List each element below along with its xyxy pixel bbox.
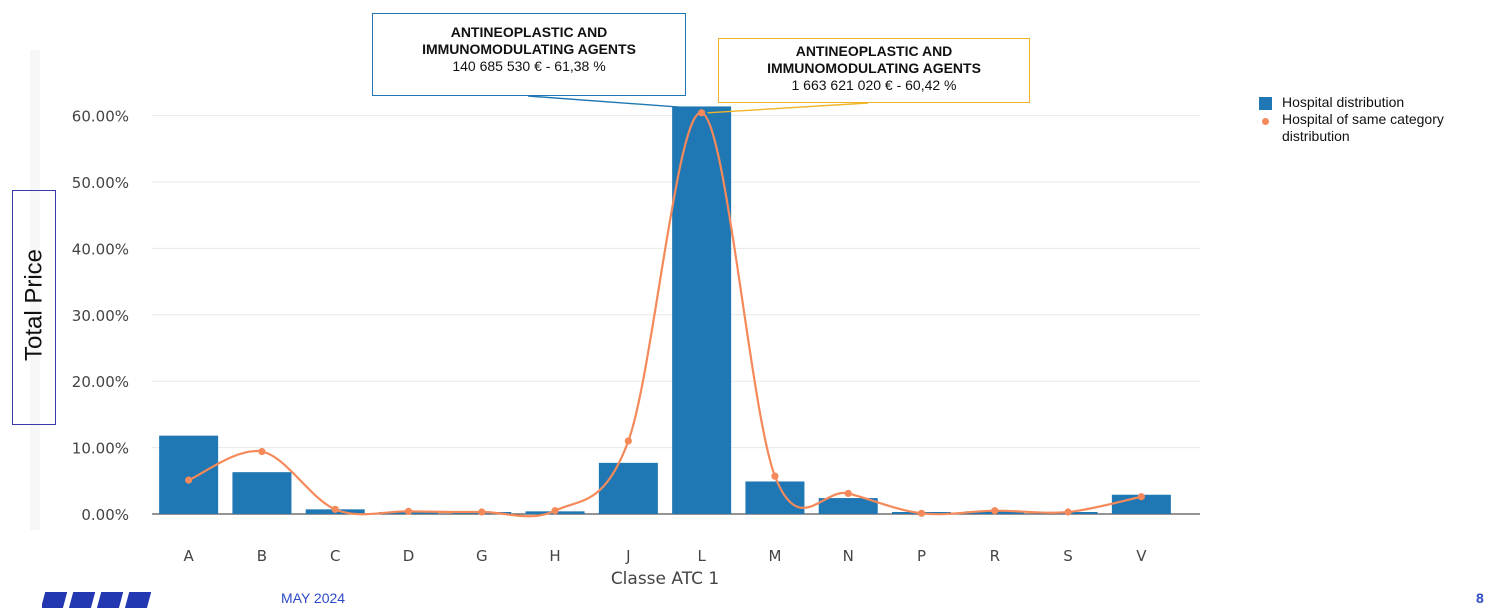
line-marker [624, 437, 632, 445]
line-marker [771, 472, 779, 480]
line-marker [404, 507, 413, 515]
legend-item-hospital[interactable]: Hospital distribution [1258, 94, 1444, 111]
annotation-title-line2: IMMUNOMODULATING AGENTS [767, 60, 981, 76]
annotation-title-line1: ANTINEOPLASTIC AND [450, 24, 608, 40]
legend-swatch-dot [1262, 118, 1269, 125]
line-marker [698, 109, 706, 117]
bar [598, 462, 658, 514]
x-tick-label: A [184, 547, 195, 565]
bar [818, 498, 878, 514]
line-marker [185, 476, 193, 484]
y-axis-title: Total Price [20, 248, 48, 362]
y-tick-label: 60.00% [72, 108, 129, 126]
x-tick-label: M [768, 547, 781, 565]
line-marker [917, 509, 926, 517]
x-tick-label: P [917, 547, 926, 565]
annotation-value: 1 663 621 020 € - 60,42 % [791, 77, 957, 93]
annotation-same-category: ANTINEOPLASTIC AND IMMUNOMODULATING AGEN… [718, 38, 1030, 103]
bar [745, 481, 805, 514]
legend: Hospital distribution Hospital of same c… [1258, 94, 1444, 145]
line-marker [991, 507, 999, 515]
annotation-hospital: ANTINEOPLASTIC AND IMMUNOMODULATING AGEN… [372, 13, 686, 96]
x-tick-label: G [476, 547, 488, 565]
line-marker [478, 508, 486, 516]
y-tick-label: 0.00% [81, 506, 129, 524]
y-tick-label: 10.00% [72, 440, 129, 458]
line-marker [551, 507, 559, 515]
series-line [188, 111, 1142, 518]
y-axis-title-box: Total Price [12, 190, 56, 425]
x-tick-label: N [843, 547, 854, 565]
company-logo [42, 592, 162, 608]
legend-label-cont: distribution [1282, 128, 1350, 144]
x-tick-label: R [990, 547, 1000, 565]
x-tick-label: S [1063, 547, 1073, 565]
plot-background [30, 50, 40, 530]
x-tick-label: L [697, 547, 706, 565]
footer-date: MAY 2024 [281, 590, 346, 606]
y-tick-label: 40.00% [72, 240, 129, 258]
annotation-connectors [527, 95, 869, 114]
line-marker [1064, 508, 1072, 516]
x-tick-label: J [625, 547, 630, 565]
y-tick-label: 30.00% [72, 307, 129, 325]
line-series [185, 109, 1145, 518]
bar-series [159, 106, 1171, 514]
legend-item-same-category[interactable]: Hospital of same category distribution [1258, 111, 1444, 145]
plot-edge [30, 50, 40, 530]
annotation-connector [707, 102, 869, 114]
x-tick-label: C [330, 547, 340, 565]
annotation-connector [527, 95, 698, 110]
y-tick-label: 50.00% [72, 174, 129, 192]
y-tick-label: 20.00% [72, 373, 129, 391]
x-tick-label: D [403, 547, 415, 565]
x-tick-label: B [257, 547, 267, 565]
y-axis: 0.00% 10.00% 20.00% 30.00% 40.00% 50.00% 60.00… [72, 108, 129, 524]
legend-swatch-bar [1259, 97, 1272, 110]
annotation-value: 140 685 530 € - 61,38 % [452, 58, 606, 74]
line-marker [1137, 493, 1145, 501]
annotation-title-line1: ANTINEOPLASTIC AND [795, 43, 953, 59]
legend-label: Hospital distribution [1282, 94, 1405, 110]
bar [159, 435, 219, 514]
bar [232, 472, 292, 514]
line-marker [844, 489, 852, 498]
line-marker [258, 447, 266, 456]
page-number: 8 [1476, 590, 1484, 606]
line-marker [331, 505, 339, 513]
x-axis-title: Classe ATC 1 [611, 569, 719, 589]
legend-label: Hospital of same category [1282, 111, 1444, 127]
x-tick-label: V [1136, 547, 1147, 565]
x-tick-label: H [549, 547, 560, 565]
annotation-title-line2: IMMUNOMODULATING AGENTS [422, 41, 636, 57]
